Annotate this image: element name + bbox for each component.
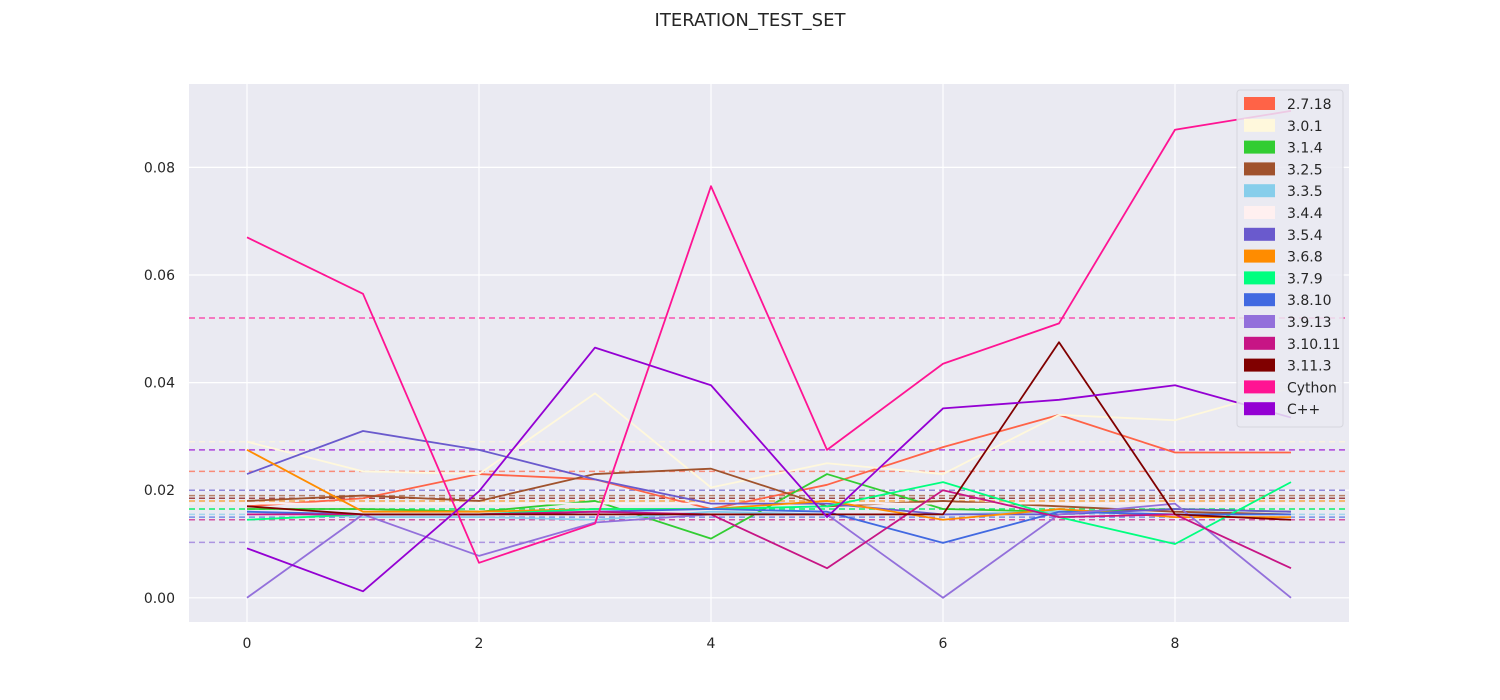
legend-label-6: 3.5.4 [1287,228,1323,244]
series-line-13 [246,110,1292,564]
series-line-0 [246,413,1291,510]
y-tick-label: 0.06 [144,268,175,284]
series-layer [246,110,1292,599]
legend-label-2: 3.1.4 [1287,141,1323,157]
series-line-14 [246,346,1292,593]
x-tick-label: 0 [243,636,252,652]
y-tick-label: 0.04 [144,376,175,392]
legend-swatch-7 [1244,249,1275,263]
legend-swatch-6 [1244,227,1275,241]
legend-swatch-8 [1244,271,1275,285]
legend-label-4: 3.3.5 [1287,184,1323,200]
legend-swatch-3 [1244,162,1275,176]
legend-label-10: 3.9.13 [1287,315,1332,331]
legend-swatch-9 [1244,293,1275,307]
legend-swatch-2 [1244,140,1275,154]
tick-labels-layer: 0 2 4 6 8 0.00 0.02 0.04 0.06 0.08 [144,160,1180,652]
legend-swatch-13 [1244,380,1275,394]
legend-label-1: 3.0.1 [1287,119,1323,135]
legend-label-9: 3.8.10 [1287,293,1332,309]
series-line-12 [246,341,1292,521]
legend-label-14: C++ [1287,402,1320,418]
x-tick-label: 6 [939,636,948,652]
series-line-6 [246,430,1292,516]
legend-label-13: Cython [1287,380,1337,396]
legend-swatch-0 [1244,97,1275,110]
legend-swatch-12 [1244,358,1275,372]
chart-title: ITERATION_TEST_SET [654,10,846,31]
legend-swatch-11 [1244,336,1275,350]
series-line-1 [246,387,1292,489]
legend-label-7: 3.6.8 [1287,250,1323,266]
y-tick-label: 0.08 [144,160,175,176]
legend-label-8: 3.7.9 [1287,271,1323,287]
legend-label-11: 3.10.11 [1287,337,1340,353]
x-tick-label: 2 [475,636,484,652]
legend-swatch-14 [1244,402,1275,416]
y-tick-label: 0.00 [144,591,175,607]
legend-swatch-4 [1244,184,1275,198]
legend-label-5: 3.4.4 [1287,206,1323,222]
legend: 2.7.18 3.0.1 3.1.4 3.2.5 3.3.5 3.4.4 3.5.4 3.6.… [1236,89,1344,428]
legend-swatch-1 [1244,118,1275,132]
legend-label-12: 3.11.3 [1287,359,1332,375]
x-tick-label: 4 [707,636,716,652]
y-tick-label: 0.02 [144,483,175,499]
legend-label-3: 3.2.5 [1287,162,1323,178]
legend-swatch-10 [1244,315,1275,328]
x-tick-label: 8 [1171,636,1180,652]
legend-label-0: 2.7.18 [1287,97,1332,113]
series-line-2 [247,473,1292,540]
plot-background [189,84,1349,622]
legend-swatch-5 [1244,206,1275,219]
